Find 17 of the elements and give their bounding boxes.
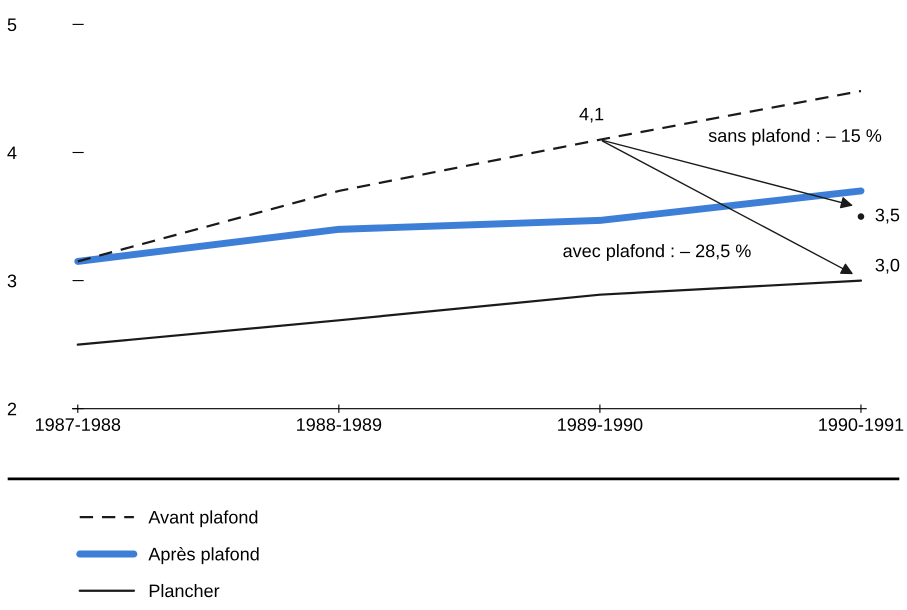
- line-series: [76, 279, 862, 346]
- y-tick-label: 4: [7, 146, 16, 160]
- legend-label: Après plafond: [148, 547, 259, 564]
- legend-label: Avant plafond: [148, 510, 258, 528]
- annotation: 3,0: [876, 258, 900, 274]
- y-tick-label: 2: [8, 402, 16, 416]
- x-tick-label: 1990-1991: [819, 418, 904, 431]
- annotation: sans plafond : – 15 %: [708, 128, 882, 146]
- x-tick-label: 1987-1988: [36, 418, 120, 431]
- annotation: 3,5: [876, 208, 900, 224]
- x-tick-label: 1989-1990: [558, 418, 642, 431]
- legend-label: Plancher: [150, 584, 220, 598]
- annotation: avec plafond : – 28,5 %: [563, 244, 751, 261]
- annotation: 4,1: [579, 108, 604, 123]
- x-tick-label: 1988-1989: [297, 418, 382, 431]
- y-tick-label: 3: [8, 274, 16, 288]
- y-tick-label: 5: [8, 18, 16, 32]
